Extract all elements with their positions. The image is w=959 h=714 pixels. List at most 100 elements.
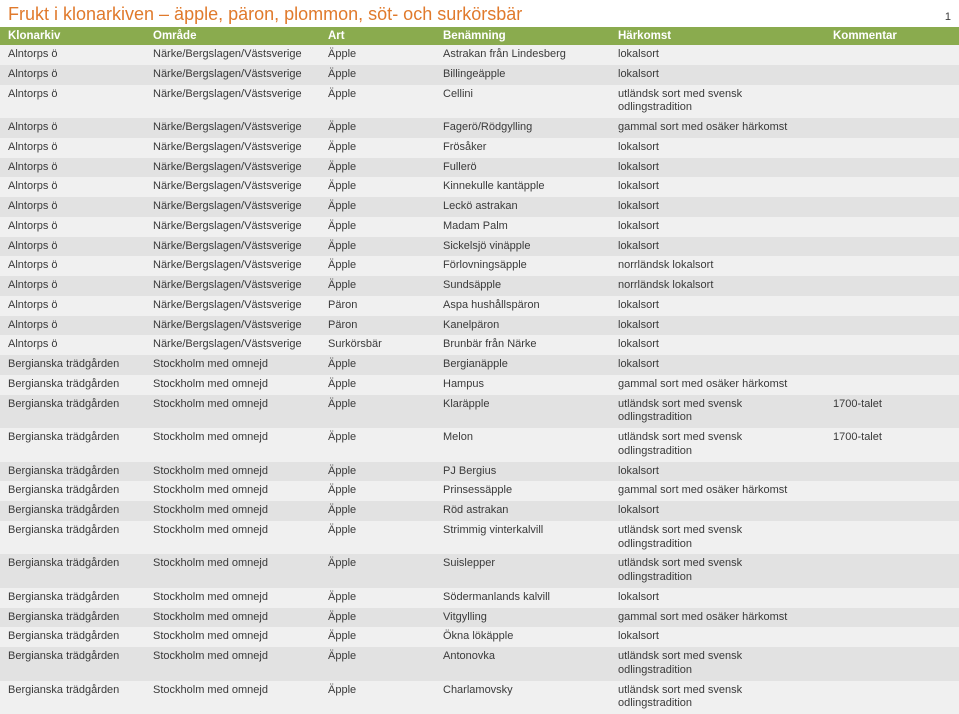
cell-harkomst: lokalsort — [610, 316, 825, 336]
cell-art: Äpple — [320, 481, 435, 501]
cell-benamning: Vitgylling — [435, 608, 610, 628]
cell-klonarkiv: Bergianska trädgården — [0, 428, 145, 462]
cell-kommentar — [825, 647, 959, 681]
cell-klonarkiv: Bergianska trädgården — [0, 375, 145, 395]
cell-klonarkiv: Bergianska trädgården — [0, 681, 145, 714]
cell-omrade: Stockholm med omnejd — [145, 428, 320, 462]
cell-kommentar — [825, 481, 959, 501]
cell-benamning: Leckö astrakan — [435, 197, 610, 217]
table-row: Alntorps öNärke/Bergslagen/VästsverigePä… — [0, 316, 959, 336]
table-row: Alntorps öNärke/Bergslagen/VästsverigeÄp… — [0, 276, 959, 296]
cell-benamning: Melon — [435, 428, 610, 462]
cell-benamning: Sickelsjö vinäpple — [435, 237, 610, 257]
cell-art: Äpple — [320, 118, 435, 138]
table-body: Alntorps öNärke/Bergslagen/VästsverigeÄp… — [0, 45, 959, 714]
cell-harkomst: lokalsort — [610, 138, 825, 158]
page-number: 1 — [945, 11, 951, 23]
cell-benamning: Madam Palm — [435, 217, 610, 237]
cell-kommentar — [825, 501, 959, 521]
table-row: Bergianska trädgårdenStockholm med omnej… — [0, 627, 959, 647]
col-header-omrade: Område — [145, 27, 320, 45]
cell-omrade: Närke/Bergslagen/Västsverige — [145, 335, 320, 355]
cell-art: Äpple — [320, 45, 435, 65]
table-row: Alntorps öNärke/Bergslagen/VästsverigeÄp… — [0, 138, 959, 158]
table-row: Bergianska trädgårdenStockholm med omnej… — [0, 608, 959, 628]
col-header-kommentar: Kommentar — [825, 27, 959, 45]
cell-harkomst: gammal sort med osäker härkomst — [610, 118, 825, 138]
cell-benamning: Kinnekulle kantäpple — [435, 177, 610, 197]
cell-omrade: Närke/Bergslagen/Västsverige — [145, 45, 320, 65]
cell-klonarkiv: Alntorps ö — [0, 276, 145, 296]
cell-art: Äpple — [320, 588, 435, 608]
cell-benamning: PJ Bergius — [435, 462, 610, 482]
cell-kommentar — [825, 118, 959, 138]
cell-kommentar — [825, 296, 959, 316]
cell-harkomst: utländsk sort med svensk odlingstraditio… — [610, 681, 825, 714]
cell-klonarkiv: Bergianska trädgården — [0, 355, 145, 375]
cell-harkomst: lokalsort — [610, 65, 825, 85]
cell-omrade: Stockholm med omnejd — [145, 647, 320, 681]
cell-harkomst: lokalsort — [610, 462, 825, 482]
cell-art: Äpple — [320, 375, 435, 395]
table-row: Alntorps öNärke/Bergslagen/VästsverigeÄp… — [0, 65, 959, 85]
cell-omrade: Närke/Bergslagen/Västsverige — [145, 276, 320, 296]
table-row: Bergianska trädgårdenStockholm med omnej… — [0, 501, 959, 521]
cell-harkomst: gammal sort med osäker härkomst — [610, 608, 825, 628]
cell-benamning: Charlamovsky — [435, 681, 610, 714]
cell-benamning: Prinsessäpple — [435, 481, 610, 501]
col-header-art: Art — [320, 27, 435, 45]
cell-kommentar — [825, 138, 959, 158]
cell-omrade: Stockholm med omnejd — [145, 355, 320, 375]
cell-kommentar: 1700-talet — [825, 395, 959, 429]
title-row: Frukt i klonarkiven – äpple, päron, plom… — [0, 0, 959, 27]
cell-kommentar — [825, 316, 959, 336]
cell-art: Päron — [320, 296, 435, 316]
table-row: Alntorps öNärke/Bergslagen/VästsverigeÄp… — [0, 217, 959, 237]
cell-art: Äpple — [320, 608, 435, 628]
cell-art: Äpple — [320, 462, 435, 482]
table-row: Bergianska trädgårdenStockholm med omnej… — [0, 481, 959, 501]
cell-harkomst: lokalsort — [610, 217, 825, 237]
cell-art: Äpple — [320, 521, 435, 555]
cell-art: Äpple — [320, 85, 435, 119]
cell-omrade: Närke/Bergslagen/Västsverige — [145, 296, 320, 316]
cell-omrade: Stockholm med omnejd — [145, 481, 320, 501]
cell-omrade: Stockholm med omnejd — [145, 554, 320, 588]
cell-art: Äpple — [320, 355, 435, 375]
cell-harkomst: lokalsort — [610, 501, 825, 521]
cell-benamning: Fagerö/Rödgylling — [435, 118, 610, 138]
cell-art: Äpple — [320, 197, 435, 217]
cell-kommentar — [825, 554, 959, 588]
cell-kommentar — [825, 197, 959, 217]
cell-omrade: Stockholm med omnejd — [145, 501, 320, 521]
col-header-benamning: Benämning — [435, 27, 610, 45]
cell-omrade: Stockholm med omnejd — [145, 627, 320, 647]
table-row: Bergianska trädgårdenStockholm med omnej… — [0, 681, 959, 714]
cell-harkomst: utländsk sort med svensk odlingstraditio… — [610, 647, 825, 681]
cell-omrade: Närke/Bergslagen/Västsverige — [145, 138, 320, 158]
cell-kommentar — [825, 276, 959, 296]
cell-klonarkiv: Bergianska trädgården — [0, 608, 145, 628]
col-header-harkomst: Härkomst — [610, 27, 825, 45]
table-row: Alntorps öNärke/Bergslagen/VästsverigeÄp… — [0, 256, 959, 276]
cell-benamning: Röd astrakan — [435, 501, 610, 521]
table-row: Alntorps öNärke/Bergslagen/VästsverigeÄp… — [0, 197, 959, 217]
cell-art: Äpple — [320, 177, 435, 197]
cell-klonarkiv: Bergianska trädgården — [0, 462, 145, 482]
table-row: Bergianska trädgårdenStockholm med omnej… — [0, 462, 959, 482]
cell-klonarkiv: Alntorps ö — [0, 296, 145, 316]
cell-harkomst: lokalsort — [610, 335, 825, 355]
cell-art: Äpple — [320, 647, 435, 681]
cell-omrade: Närke/Bergslagen/Västsverige — [145, 197, 320, 217]
table-row: Bergianska trädgårdenStockholm med omnej… — [0, 647, 959, 681]
cell-harkomst: lokalsort — [610, 588, 825, 608]
cell-benamning: Förlovningsäpple — [435, 256, 610, 276]
cell-art: Äpple — [320, 276, 435, 296]
table-row: Bergianska trädgårdenStockholm med omnej… — [0, 554, 959, 588]
cell-kommentar — [825, 375, 959, 395]
cell-benamning: Billingeäpple — [435, 65, 610, 85]
table-row: Bergianska trädgårdenStockholm med omnej… — [0, 395, 959, 429]
cell-harkomst: utländsk sort med svensk odlingstraditio… — [610, 554, 825, 588]
cell-benamning: Frösåker — [435, 138, 610, 158]
table-row: Bergianska trädgårdenStockholm med omnej… — [0, 355, 959, 375]
